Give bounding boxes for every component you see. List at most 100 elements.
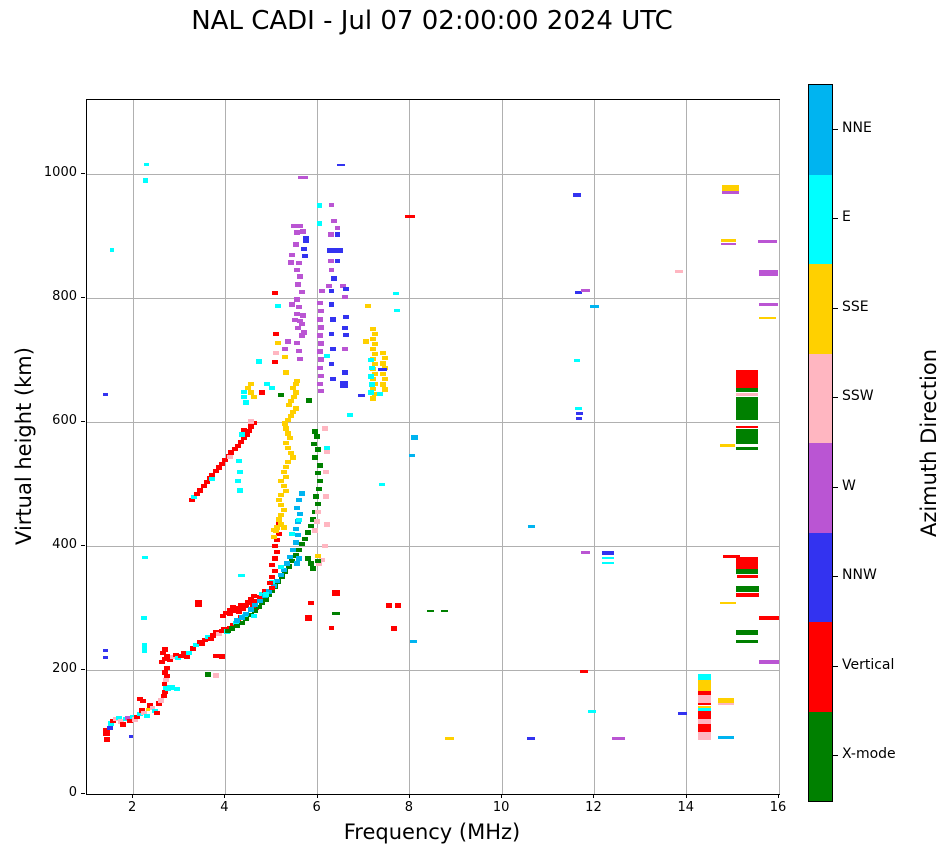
data-point [316, 365, 323, 370]
data-point [367, 358, 374, 363]
x-tick-label: 4 [220, 800, 229, 815]
data-point [736, 585, 760, 592]
data-point [410, 640, 418, 644]
data-point [759, 660, 779, 664]
data-point [259, 591, 266, 596]
data-point [323, 446, 330, 451]
data-point [273, 350, 280, 355]
data-point [275, 303, 282, 308]
data-point [160, 693, 167, 699]
data-point [162, 647, 169, 652]
data-point [718, 702, 734, 706]
data-point [334, 258, 341, 264]
data-point [322, 469, 329, 474]
data-point [602, 551, 615, 555]
data-point [163, 666, 170, 671]
data-point [372, 381, 379, 386]
data-point [220, 613, 227, 619]
data-point [758, 316, 777, 320]
data-point [392, 291, 400, 295]
data-point [191, 495, 198, 500]
chart-title: NAL CADI - Jul 07 02:00:00 2024 UTC [191, 6, 673, 36]
data-point [297, 319, 304, 324]
colorbar [808, 84, 833, 802]
data-point [722, 554, 740, 558]
gridline-vertical [778, 100, 780, 794]
data-point [299, 229, 306, 234]
data-point [380, 361, 387, 366]
data-point [285, 431, 292, 436]
data-point [307, 600, 314, 606]
data-point [293, 505, 300, 510]
data-point [269, 588, 276, 593]
colorbar-tick-label: W [842, 477, 856, 494]
data-point [298, 491, 305, 496]
data-point [278, 522, 285, 527]
data-point [300, 246, 307, 251]
data-point [165, 686, 172, 691]
data-point [268, 586, 275, 591]
data-point [334, 226, 341, 231]
data-point [342, 325, 349, 331]
y-tick-mark [81, 793, 85, 794]
data-point [720, 601, 737, 605]
data-point [250, 394, 257, 399]
data-point [282, 464, 289, 469]
data-point [141, 556, 148, 560]
data-point [210, 633, 217, 638]
data-point [234, 605, 241, 611]
data-point [312, 528, 319, 533]
data-point [321, 426, 328, 431]
y-tick-mark [81, 297, 85, 299]
data-point [306, 398, 313, 403]
data-point [382, 376, 388, 381]
data-point [289, 531, 296, 536]
data-point [252, 608, 259, 613]
data-point [698, 719, 712, 724]
data-point [102, 648, 108, 652]
data-point [326, 248, 337, 254]
data-point [293, 340, 300, 346]
y-tick-mark [81, 669, 85, 671]
data-point [227, 612, 233, 617]
data-point [293, 230, 300, 235]
data-point [576, 411, 584, 416]
data-point [372, 371, 379, 377]
data-point [273, 332, 280, 337]
data-point [305, 556, 312, 561]
data-point [380, 382, 387, 387]
data-point [298, 333, 305, 338]
data-point [204, 671, 212, 678]
data-point [270, 534, 277, 539]
data-point [229, 623, 236, 628]
data-point [192, 643, 199, 648]
data-point [161, 681, 168, 686]
data-point [269, 574, 276, 580]
data-point [329, 346, 336, 352]
data-point [285, 402, 292, 408]
colorbar-segment [809, 532, 832, 622]
data-point [304, 614, 313, 622]
data-point [278, 503, 285, 508]
data-point [372, 391, 379, 396]
data-point [262, 597, 269, 602]
data-point [271, 568, 278, 574]
data-point [290, 410, 297, 415]
data-point [282, 441, 289, 446]
data-point [357, 394, 366, 398]
data-point [295, 282, 302, 287]
data-point [379, 482, 386, 486]
data-point [295, 325, 302, 331]
data-point [247, 419, 254, 424]
x-tick-mark [132, 794, 134, 798]
data-point [293, 297, 300, 302]
data-point [242, 603, 249, 608]
data-point [231, 609, 238, 614]
data-point [327, 258, 334, 264]
data-point [393, 309, 401, 313]
data-point [278, 512, 285, 518]
data-point [312, 455, 319, 460]
data-point [158, 659, 165, 665]
data-point [199, 641, 206, 647]
data-point [363, 339, 370, 344]
